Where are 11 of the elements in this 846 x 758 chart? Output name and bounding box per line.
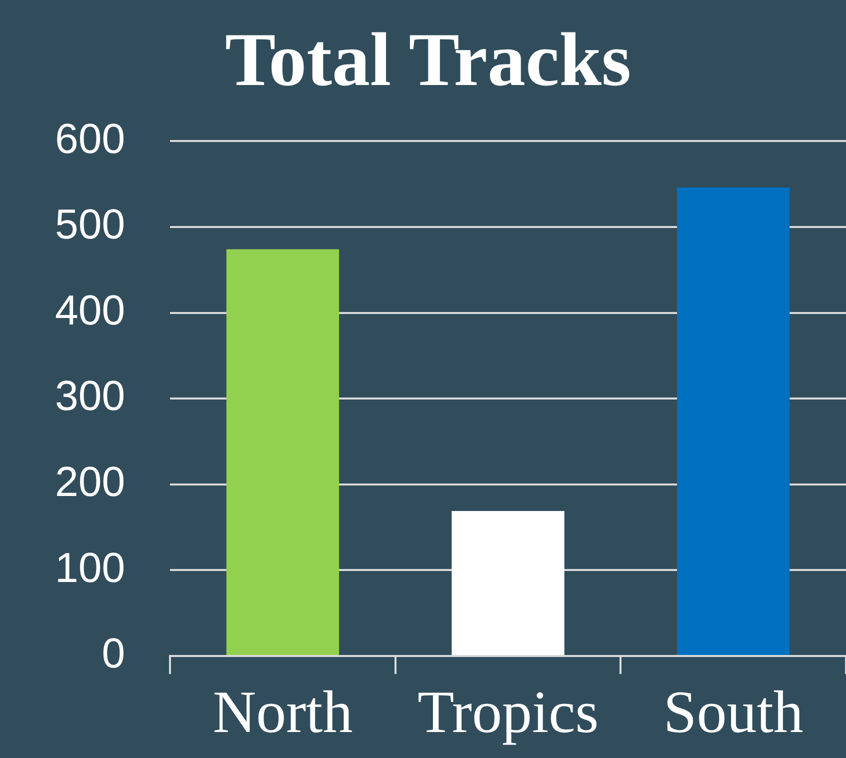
y-tick-label: 400 (54, 286, 126, 334)
y-tick-label: 300 (54, 372, 126, 420)
x-tick-label: Tropics (417, 678, 599, 745)
y-tick-label: 0 (102, 630, 126, 677)
y-tick-label: 200 (54, 458, 126, 505)
y-tick-label: 100 (54, 544, 126, 591)
y-tick-label: 500 (54, 200, 126, 248)
chart-title: Total Tracks (224, 18, 632, 102)
x-tick-label: North (212, 678, 353, 745)
y-tick-label: 600 (54, 114, 126, 162)
x-tick-label: South (663, 678, 804, 745)
